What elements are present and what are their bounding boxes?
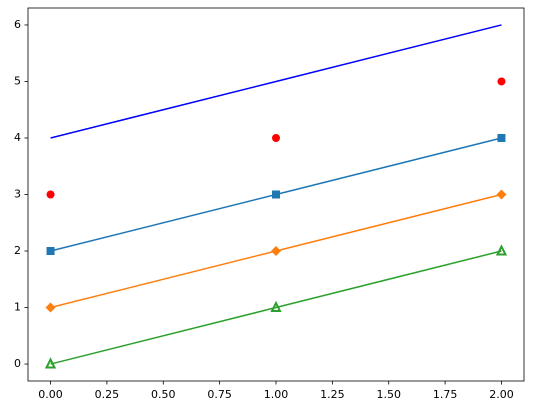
y-tick-label: 2 [14, 244, 21, 257]
y-tick-label: 4 [14, 131, 21, 144]
point [44, 357, 57, 369]
point [272, 133, 280, 142]
point [271, 246, 281, 257]
x-tick-label: 0.00 [38, 388, 63, 401]
point [46, 190, 55, 199]
x-tick-label: 1.75 [433, 388, 458, 401]
y-tick-label: 1 [14, 301, 21, 314]
x-tick-label: 1.50 [376, 388, 401, 401]
x-tick-label: 0.75 [207, 388, 232, 401]
point [496, 189, 507, 200]
line [50, 24, 502, 139]
point [45, 302, 56, 313]
y-tick-label: 0 [14, 357, 21, 370]
plot-frame [27, 7, 525, 382]
x-tick-label: 1.00 [264, 388, 289, 401]
point [495, 244, 508, 256]
y-tick-label: 3 [14, 188, 21, 201]
point [46, 247, 55, 256]
x-tick-label: 1.25 [320, 388, 345, 401]
y-tick-label: 5 [14, 74, 21, 87]
y-tick-label: 6 [14, 18, 21, 31]
point [497, 133, 506, 142]
point [497, 77, 506, 86]
point [272, 190, 280, 199]
x-tick-label: 0.50 [151, 388, 176, 401]
x-tick-label: 0.25 [95, 388, 120, 401]
point [270, 300, 282, 313]
x-tick-label: 2.00 [489, 388, 514, 401]
line [50, 250, 502, 365]
